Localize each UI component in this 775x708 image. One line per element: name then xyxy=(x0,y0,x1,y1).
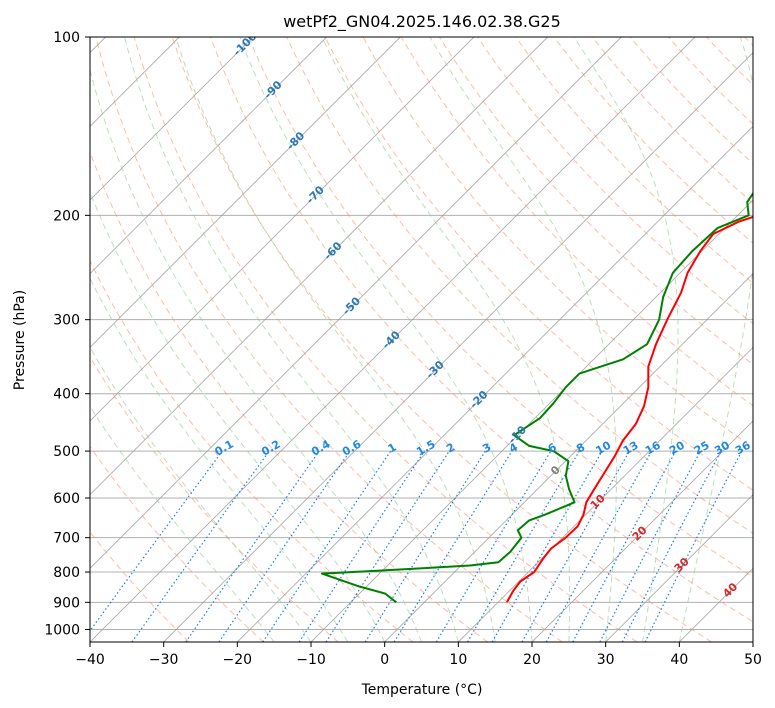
isotherm-line xyxy=(384,273,753,642)
y-tick-label: 800 xyxy=(53,565,80,581)
isotherm-line xyxy=(90,37,548,496)
mixing-ratio-line xyxy=(364,450,486,642)
isotherm-line xyxy=(90,37,401,348)
moist-adiabat-line xyxy=(90,67,422,642)
x-tick-label: 0 xyxy=(380,652,389,668)
mixing-ratio-line xyxy=(90,450,223,632)
dry-adiabat-line xyxy=(90,445,264,642)
isotherm-line xyxy=(605,494,753,642)
mixing-ratio-line xyxy=(185,450,320,642)
moist-adiabat-line xyxy=(573,37,679,642)
x-axis-label: Temperature (°C) xyxy=(361,682,483,698)
y-tick-label: 600 xyxy=(53,491,80,507)
x-tick-label: −10 xyxy=(296,652,326,668)
temperature-profile-line xyxy=(505,215,753,603)
y-tick-label: 700 xyxy=(53,531,80,547)
x-tick-label: 40 xyxy=(670,652,688,668)
moist-adiabat-line xyxy=(90,405,275,642)
isotherm-line xyxy=(90,37,622,569)
isotherm-line xyxy=(458,346,753,642)
dry-adiabat-line xyxy=(515,37,753,284)
x-tick-label: 10 xyxy=(449,652,467,668)
mixing-ratio-line xyxy=(435,450,552,642)
dry-adiabat-line xyxy=(324,37,753,491)
x-tick-label: −20 xyxy=(223,652,253,668)
mixing-ratio-line xyxy=(491,450,603,642)
y-tick-label: 100 xyxy=(53,30,80,46)
mixing-ratio-line xyxy=(393,450,513,642)
isotherm-line xyxy=(90,37,327,275)
moist-adiabat-line xyxy=(124,37,459,642)
dry-adiabat-line xyxy=(90,259,414,642)
x-tick-label: 30 xyxy=(597,652,615,668)
dry-adiabat-line xyxy=(248,37,753,578)
dewpoint-profile-line xyxy=(320,191,753,604)
y-tick-label: 900 xyxy=(53,595,80,611)
mixing-ratio-line xyxy=(521,450,631,642)
x-tick-label: 50 xyxy=(744,652,762,668)
dry-adiabat-line xyxy=(591,37,753,204)
moist-adiabat-line xyxy=(678,37,753,642)
mixing-ratio-line xyxy=(325,450,450,642)
dry-adiabat-line xyxy=(477,37,753,325)
y-tick-label: 300 xyxy=(53,313,80,329)
y-axis-label: Pressure (hPa) xyxy=(12,290,28,390)
isotherm-line xyxy=(90,37,475,422)
mixing-ratio-line xyxy=(131,450,270,642)
moist-adiabat-line xyxy=(429,37,617,642)
mixing-ratio-line xyxy=(466,450,580,642)
dry-adiabat-line xyxy=(171,37,712,642)
x-tick-label: −40 xyxy=(75,652,105,668)
y-tick-label: 400 xyxy=(53,387,80,403)
moist-adiabat-line xyxy=(90,190,386,642)
x-tick-label: −30 xyxy=(149,652,179,668)
moist-adiabat-line xyxy=(90,346,312,642)
moist-adiabat-line xyxy=(90,277,349,642)
plot-frame xyxy=(89,36,754,643)
x-tick-label: 20 xyxy=(523,652,541,668)
mixing-ratio-line xyxy=(545,450,653,642)
moist-adiabat-line xyxy=(175,37,496,642)
isotherm-line xyxy=(531,420,753,642)
chart-title: wetPf2_GN04.2025.146.02.38.G25 xyxy=(283,12,561,32)
mixing-ratio-line xyxy=(218,450,351,642)
dry-adiabat-line xyxy=(629,37,753,165)
dry-adiabat-line xyxy=(400,37,753,407)
dry-adiabat-line xyxy=(362,37,753,449)
moist-adiabat-line xyxy=(239,37,533,642)
y-tick-label: 200 xyxy=(53,208,80,224)
isotherm-line xyxy=(90,37,254,201)
mixing-ratio-line xyxy=(572,450,677,642)
moist-adiabat-line xyxy=(321,37,571,642)
isotherm-line xyxy=(163,52,753,642)
y-tick-label: 500 xyxy=(53,444,80,460)
isotherm-line xyxy=(237,125,753,642)
y-tick-label: 1000 xyxy=(44,622,80,638)
dry-adiabat-line xyxy=(95,37,563,642)
dry-adiabat-line xyxy=(210,37,753,623)
dry-adiabat-line xyxy=(133,37,638,642)
